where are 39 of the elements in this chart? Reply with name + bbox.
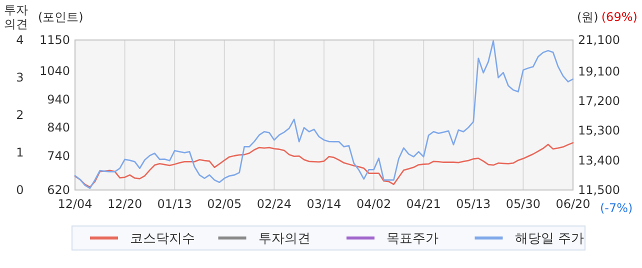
y3-axis-title: 투자의견 (4, 3, 28, 31)
y2-tick-label: 11,500 (578, 183, 620, 197)
x-tick-label: 05/30 (506, 197, 540, 211)
y2-axis-title: (원) (577, 10, 598, 24)
x-tick-label: 04/02 (356, 197, 392, 211)
y3-tick-label: 2 (16, 108, 24, 122)
x-tick-label: 12/20 (108, 197, 142, 211)
x-tick-label: 02/24 (256, 197, 292, 211)
y2-tick-label: 15,300 (578, 124, 620, 138)
y2-tick-label: 13,400 (578, 153, 620, 168)
y-tick-label: 840 (47, 120, 70, 135)
legend-label: 목표주가 (386, 232, 438, 246)
legend-label: 코스닥지수 (130, 232, 195, 246)
x-tick-label: 06/20 (556, 197, 590, 211)
text: (-7%) (600, 201, 633, 215)
x-tick-label: 03/14 (306, 197, 342, 211)
x-tick-label: 12/04 (58, 197, 92, 211)
y3-tick-label: 1 (16, 146, 24, 160)
y-tick-label: 1150 (39, 33, 70, 47)
legend-label: 투자의견 (258, 232, 310, 246)
y3-tick-label: 0 (16, 183, 24, 197)
legend-label: 해당일 주가 (514, 232, 584, 246)
y2-tick-label: 19,100 (578, 64, 620, 78)
x-tick-label: 01/13 (157, 197, 192, 211)
y-tick-label: 620 (47, 183, 70, 197)
line-series (74, 40, 574, 189)
y2-tick-label: 21,100 (578, 33, 620, 47)
y-axis-title: (포인트) (38, 10, 84, 24)
y-tick-label: 940 (47, 92, 70, 106)
y3-tick-label: 3 (16, 70, 24, 84)
x-tick-label: 04/21 (406, 197, 441, 211)
x-tick-label: 02/05 (207, 197, 242, 211)
y2-tick-label: 17,200 (578, 94, 620, 108)
y3-tick-label: 4 (16, 33, 24, 47)
text: (69%) (601, 10, 638, 24)
y-tick-label: 740 (47, 149, 70, 164)
y-tick-label: 1040 (39, 64, 70, 78)
x-tick-label: 05/13 (456, 197, 491, 211)
line-series (74, 142, 574, 188)
